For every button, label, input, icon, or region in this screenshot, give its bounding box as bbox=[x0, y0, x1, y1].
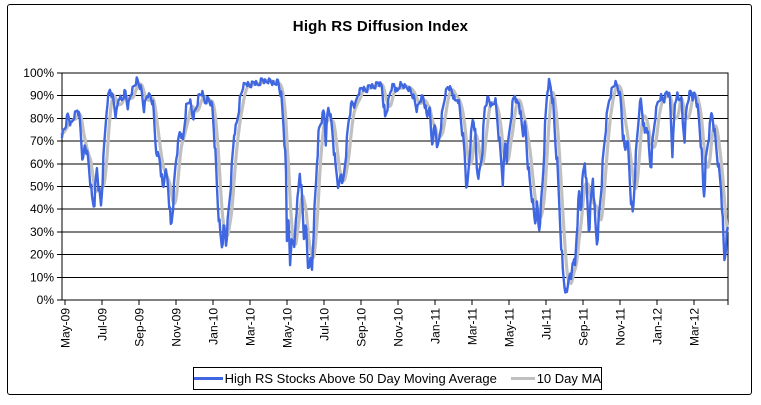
x-axis-label: May-10 bbox=[281, 308, 295, 348]
x-axis-label: Sep-09 bbox=[133, 308, 147, 347]
x-axis-label: Jan-11 bbox=[429, 308, 443, 344]
y-axis-label: 100% bbox=[23, 66, 54, 80]
x-axis-label: Mar-11 bbox=[466, 308, 480, 345]
y-axis-label: 10% bbox=[30, 270, 54, 284]
y-axis-label: 70% bbox=[30, 134, 54, 148]
series-high-rs-line bbox=[60, 76, 729, 294]
x-axis-label: Sep-10 bbox=[355, 308, 369, 347]
x-axis-label: May-09 bbox=[59, 308, 73, 348]
x-axis-label: Jul-10 bbox=[318, 308, 332, 341]
x-axis-label: Nov-10 bbox=[392, 308, 406, 347]
y-axis-label: 0% bbox=[37, 293, 55, 307]
x-axis-label: Mar-10 bbox=[244, 308, 258, 346]
x-axis-label: Nov-09 bbox=[170, 308, 184, 347]
x-axis-label: Jan-12 bbox=[651, 308, 665, 345]
y-axis-label: 90% bbox=[30, 89, 54, 103]
legend-label-series2: 10 Day MA bbox=[536, 371, 601, 386]
x-axis-label: Sep-11 bbox=[577, 308, 591, 346]
x-axis-label: Nov-11 bbox=[614, 308, 628, 346]
chart-title: High RS Diffusion Index bbox=[292, 18, 469, 35]
x-axis-label: Jan-10 bbox=[207, 308, 221, 345]
y-axis-label: 80% bbox=[30, 111, 54, 125]
legend-line-sample-blue bbox=[194, 377, 223, 380]
legend: High RS Stocks Above 50 Day Moving Avera… bbox=[193, 367, 602, 390]
legend-line-sample-gray bbox=[510, 377, 535, 380]
y-axis-label: 20% bbox=[30, 248, 54, 262]
y-axis-label: 60% bbox=[30, 157, 54, 171]
x-axis-label: Mar-12 bbox=[688, 308, 702, 346]
y-axis-label: 50% bbox=[30, 180, 54, 194]
x-axis-label: Jul-09 bbox=[96, 308, 110, 341]
legend-label-series1: High RS Stocks Above 50 Day Moving Avera… bbox=[224, 371, 497, 386]
figure-border bbox=[7, 4, 752, 395]
y-axis-label: 40% bbox=[30, 202, 54, 216]
x-axis-label: Jul-11 bbox=[540, 308, 554, 340]
y-axis-label: 30% bbox=[30, 225, 54, 239]
x-axis-label: May-11 bbox=[503, 308, 517, 347]
